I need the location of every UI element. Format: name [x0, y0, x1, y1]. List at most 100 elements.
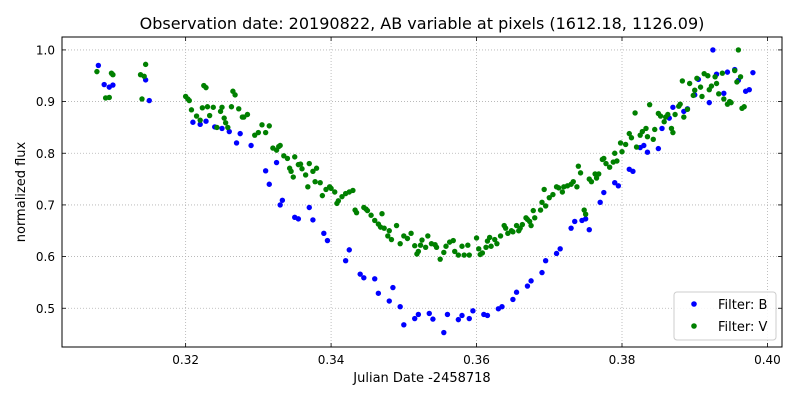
data-point-filter-v [310, 168, 316, 175]
data-point-filter-v [204, 104, 211, 110]
data-point-filter-b [95, 62, 102, 69]
data-point-filter-b [582, 216, 589, 222]
data-point-filter-b [499, 304, 505, 310]
data-point-filter-v [497, 233, 504, 239]
data-point-filter-v [574, 184, 580, 190]
y-axis-label: normalized flux [14, 141, 29, 242]
data-point-filter-v [455, 252, 462, 258]
data-point-filter-v [593, 175, 600, 181]
data-point-filter-b [146, 97, 152, 104]
data-point-filter-v [686, 80, 693, 87]
data-point-filter-b [557, 246, 563, 252]
data-point-filter-v [203, 84, 209, 91]
data-point-filter-v [679, 78, 686, 84]
legend-label-filter-b: Filter: B [718, 298, 767, 313]
data-point-filter-v [699, 93, 705, 100]
data-point-filter-b [310, 217, 316, 223]
data-point-filter-v [353, 209, 360, 216]
data-point-filter-v [350, 187, 356, 194]
data-point-filter-v [288, 168, 294, 175]
data-point-filter-v [297, 161, 304, 167]
data-point-filter-v [422, 244, 429, 250]
data-point-filter-v [217, 108, 224, 115]
data-point-filter-v [716, 91, 722, 97]
data-point-filter-v [290, 174, 296, 180]
data-point-filter-v [441, 249, 447, 256]
data-point-filter-v [94, 68, 100, 75]
data-point-filter-v [670, 129, 676, 136]
data-point-filter-b [568, 225, 574, 231]
data-point-filter-v [292, 154, 298, 160]
data-point-filter-v [684, 106, 691, 113]
data-point-filter-b [101, 81, 107, 88]
data-point-filter-b [361, 275, 367, 281]
data-point-filter-v [415, 248, 422, 255]
grid [62, 37, 782, 347]
data-point-filter-v [526, 218, 533, 225]
data-point-filter-v [419, 237, 425, 243]
x-tick-label: 0.32 [172, 353, 199, 367]
data-point-filter-v [379, 211, 385, 217]
data-point-filter-b [455, 316, 462, 323]
data-point-filter-v [393, 222, 400, 229]
data-point-filter-v [556, 185, 562, 191]
data-point-filter-v [486, 234, 493, 241]
plot-frame [61, 36, 783, 348]
data-point-filter-v [494, 240, 500, 247]
data-point-filter-b [659, 125, 665, 132]
data-point-filter-v [284, 155, 291, 162]
data-point-filter-v [461, 252, 467, 258]
data-point-filter-b [655, 145, 662, 152]
data-point-filter-v [368, 212, 374, 218]
data-point-filter-b [190, 119, 196, 125]
data-point-filter-v [188, 107, 195, 113]
legend: Filter: B Filter: V [673, 291, 777, 341]
data-point-filter-v [650, 136, 656, 142]
data-point-filter-v [542, 203, 549, 209]
data-point-filter-v [559, 189, 566, 195]
data-point-filter-v [619, 149, 625, 155]
data-point-filter-v [612, 150, 618, 156]
data-point-filter-v [734, 79, 740, 85]
chart-title: Observation date: 20190822, AB variable … [140, 14, 705, 33]
data-point-filter-v [488, 243, 494, 249]
legend-marker-filter-v [691, 323, 697, 329]
data-point-filter-v [206, 112, 213, 119]
data-point-filter-v [705, 73, 711, 79]
data-point-filter-v [266, 123, 272, 129]
data-point-filter-v [479, 250, 486, 256]
data-point-filter-b [510, 296, 516, 303]
y-tick-label: 0.9 [36, 95, 55, 109]
data-point-filter-b [630, 168, 636, 175]
data-point-filter-v [732, 67, 738, 74]
data-point-filter-v [313, 165, 320, 171]
data-point-filter-v [661, 119, 667, 125]
data-point-filter-b [306, 204, 312, 211]
data-point-filter-v [381, 225, 387, 231]
data-point-filter-v [259, 122, 265, 128]
legend-marker-filter-b [691, 301, 697, 307]
data-point-filter-v [443, 243, 449, 249]
data-point-filter-v [417, 242, 424, 248]
data-point-filter-v [622, 141, 629, 148]
data-point-filter-v [646, 101, 653, 108]
data-point-filter-v [690, 92, 696, 99]
data-point-filter-v [142, 61, 149, 68]
data-point-filter-v [219, 104, 225, 110]
data-point-filter-v [255, 129, 262, 136]
data-point-filter-v [332, 189, 338, 195]
data-point-filter-b [295, 216, 302, 222]
data-point-filter-v [465, 242, 471, 248]
data-point-filter-v [672, 111, 678, 118]
data-point-filter-v [588, 178, 595, 185]
data-point-filter-v [577, 170, 584, 176]
data-point-filter-v [299, 166, 305, 172]
data-point-filter-b [415, 311, 422, 318]
data-point-filter-v [601, 155, 607, 162]
data-point-filter-v [412, 243, 418, 249]
data-point-filter-b [375, 290, 382, 296]
data-point-filter-v [644, 134, 651, 140]
data-point-filter-b [324, 237, 331, 244]
data-point-filter-b [203, 118, 209, 124]
data-point-filter-v [575, 163, 582, 169]
